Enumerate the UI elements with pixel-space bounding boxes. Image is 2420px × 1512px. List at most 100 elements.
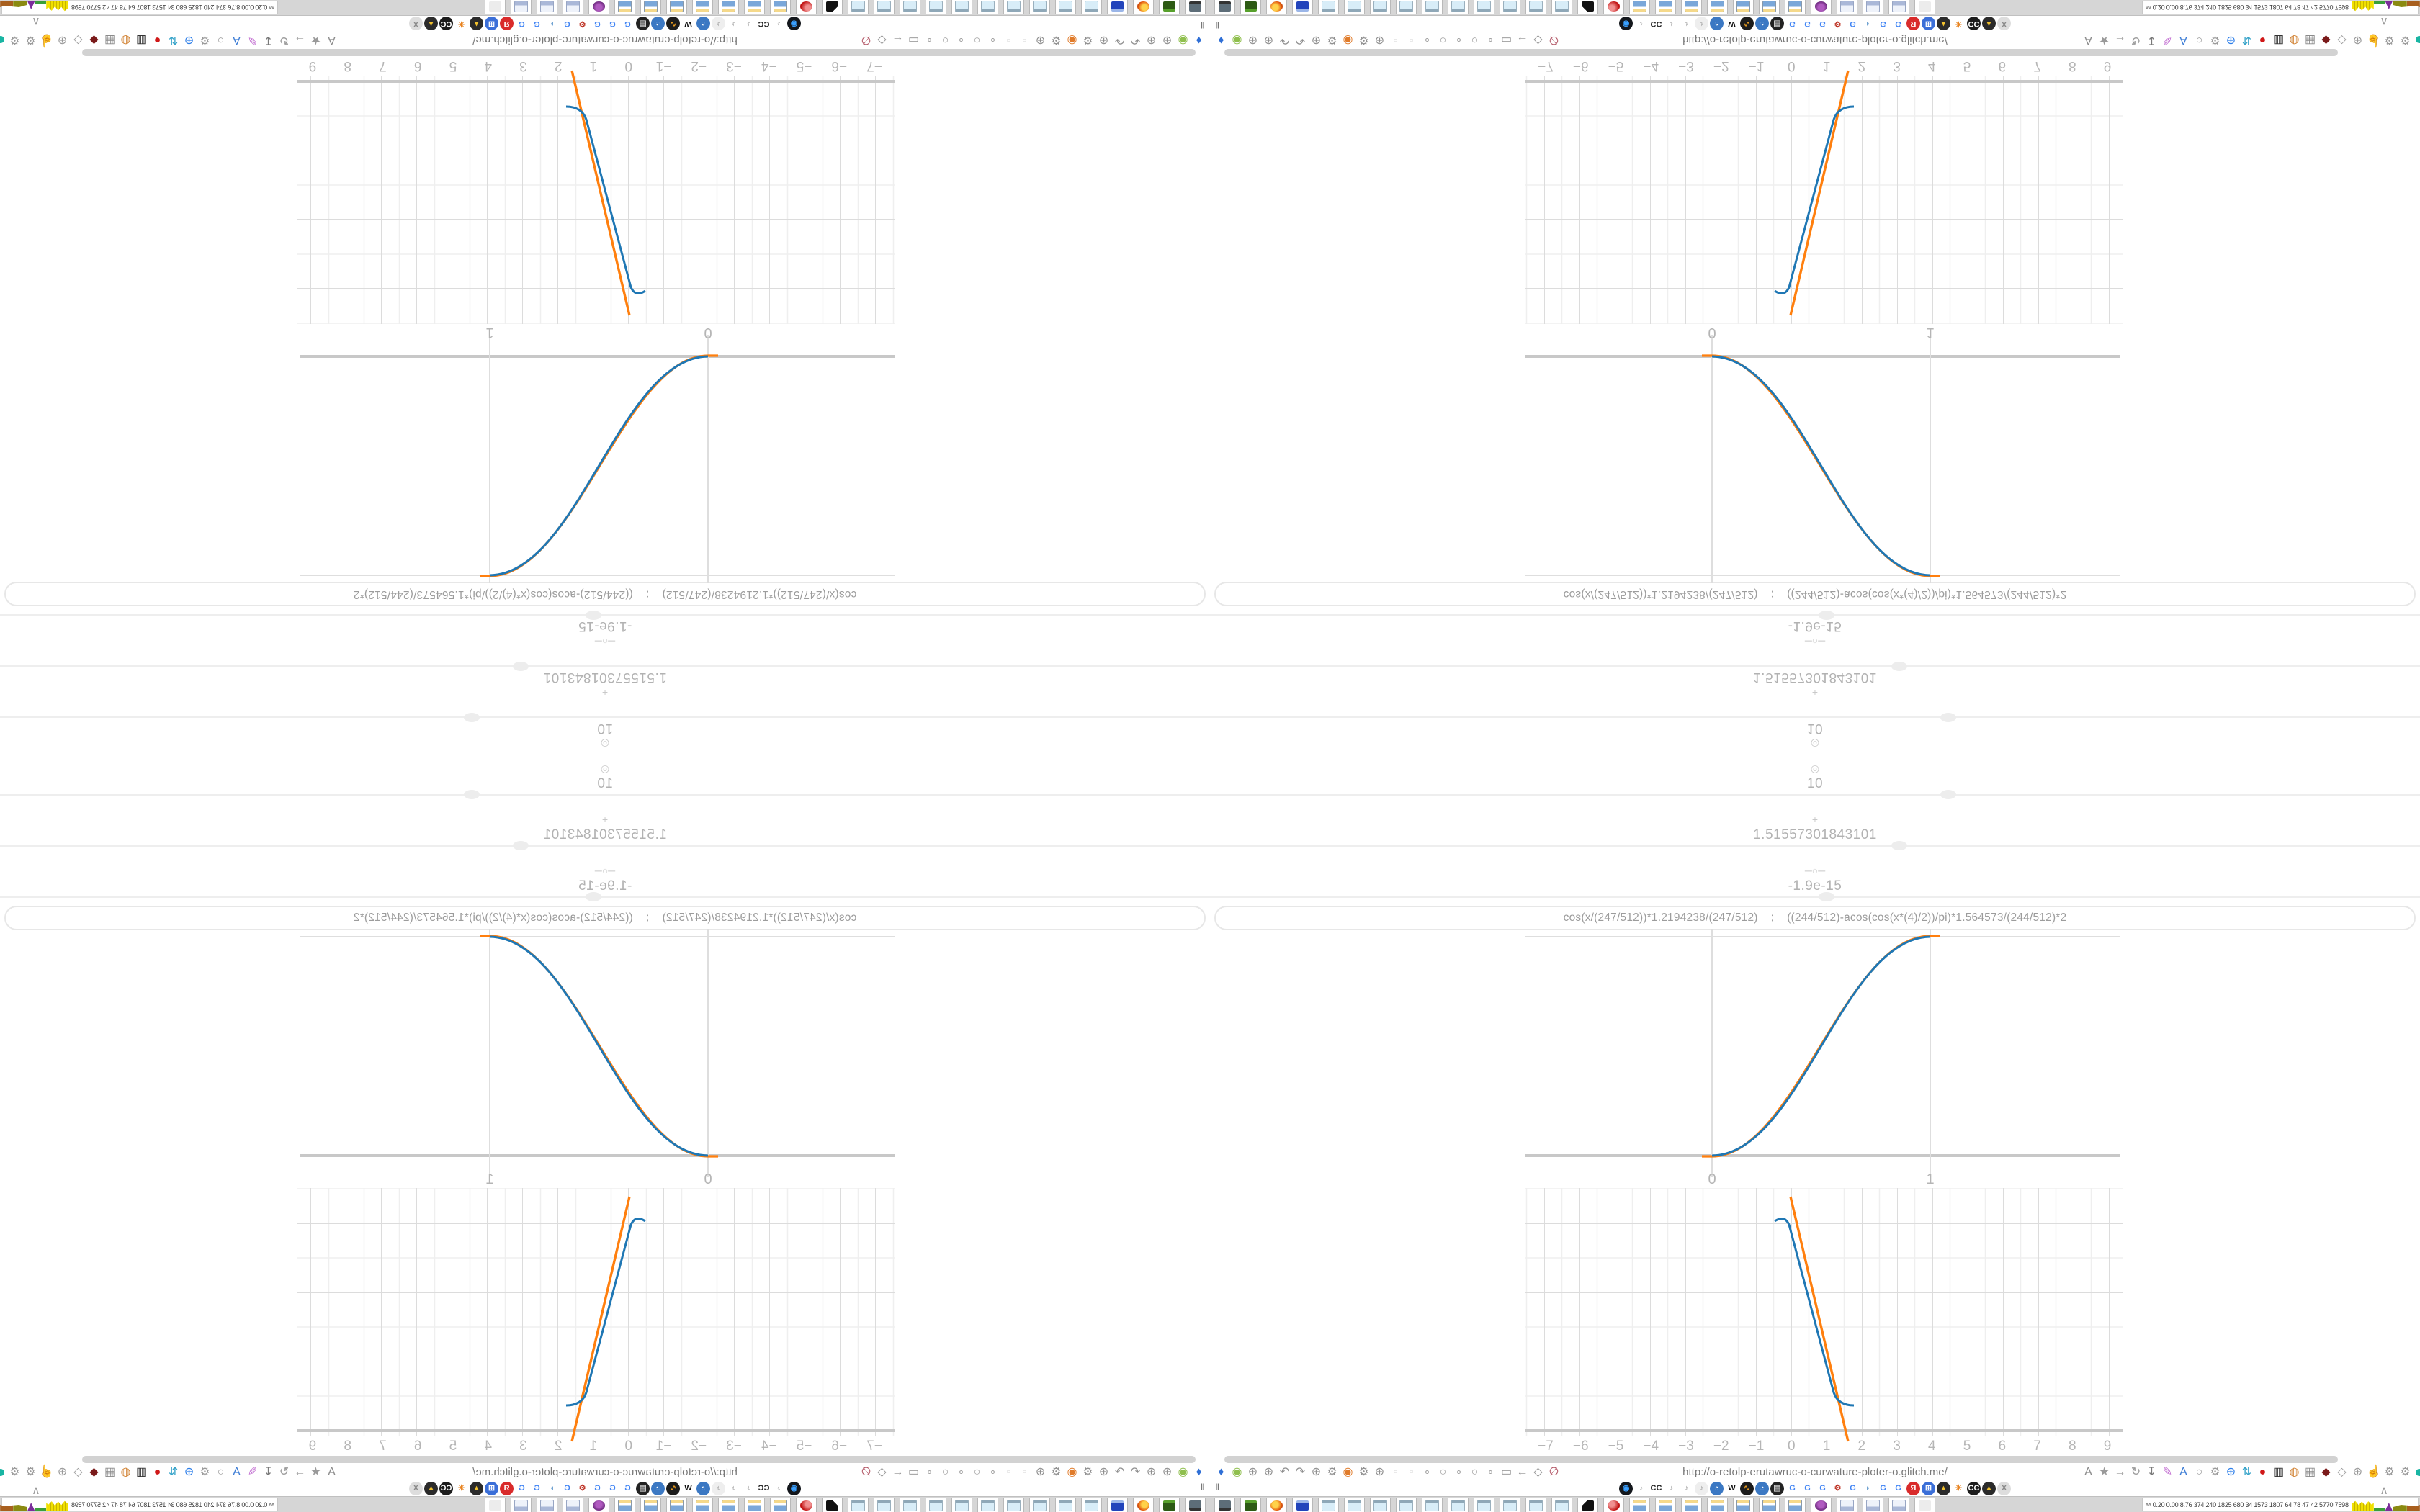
- arrow-right-icon[interactable]: →: [2114, 34, 2126, 46]
- settings-icon[interactable]: ⚙: [9, 1466, 20, 1478]
- taskbar-button[interactable]: [1551, 0, 1572, 14]
- google-icon[interactable]: G: [560, 1482, 574, 1495]
- cc-dark-icon[interactable]: CC: [439, 1482, 453, 1495]
- taskbar-button[interactable]: [1055, 0, 1076, 14]
- mute-circle-icon[interactable]: ♪: [712, 17, 725, 30]
- green-ring-icon[interactable]: ◉: [1232, 1466, 1242, 1478]
- settings-icon[interactable]: ⚙: [2400, 1466, 2411, 1478]
- google-icon[interactable]: G: [1891, 1482, 1905, 1495]
- add-circle-icon[interactable]: ⊕: [184, 1466, 194, 1478]
- yandex-icon[interactable]: Я: [1906, 1482, 1920, 1495]
- taskbar-button[interactable]: [1240, 1498, 1261, 1512]
- taskbar-button[interactable]: [666, 0, 687, 14]
- taskbar-button[interactable]: [900, 0, 920, 14]
- cc-icon[interactable]: CC: [757, 17, 771, 30]
- shield-icon[interactable]: ◇: [877, 34, 887, 46]
- cc-dark-icon[interactable]: CC: [439, 17, 453, 30]
- taskbar-button[interactable]: [1133, 0, 1154, 14]
- google-icon[interactable]: G: [591, 17, 604, 30]
- google-icon[interactable]: G: [606, 17, 619, 30]
- slider-value[interactable]: 10: [1806, 776, 1824, 791]
- curvature-plot[interactable]: [1520, 69, 2132, 325]
- slider-value[interactable]: 1.51557301843101: [1753, 827, 1877, 842]
- ghost-button-icon[interactable]: ▫: [1022, 1466, 1027, 1478]
- red-gear-icon[interactable]: ⚙: [575, 1482, 589, 1495]
- barrel-icon[interactable]: ▤: [1770, 1482, 1784, 1495]
- taskbar-button[interactable]: [1655, 1498, 1676, 1512]
- sync-shield-icon[interactable]: ⇅: [168, 34, 179, 46]
- cc-icon[interactable]: CC: [1649, 17, 1663, 30]
- back-icon[interactable]: ↶: [1130, 34, 1141, 46]
- settings-icon[interactable]: ⚙: [2400, 34, 2411, 46]
- grid-globe-icon[interactable]: ⊞: [485, 1482, 498, 1495]
- star-icon[interactable]: ★: [2099, 1466, 2110, 1478]
- shield-icon[interactable]: ◇: [73, 1466, 83, 1478]
- mute-icon[interactable]: ♪: [1684, 19, 1689, 28]
- download-icon[interactable]: ↧: [263, 34, 274, 46]
- mouse-icon[interactable]: ○: [2195, 1466, 2203, 1478]
- google-icon[interactable]: G: [1846, 1482, 1860, 1495]
- taskbar-button[interactable]: [1292, 0, 1313, 14]
- pin-icon[interactable]: ♦: [1218, 34, 1224, 46]
- mute-icon[interactable]: ♪: [731, 19, 736, 28]
- taskbar-button[interactable]: [874, 1498, 895, 1512]
- mouse-icon[interactable]: ○: [2195, 34, 2203, 46]
- shield-icon[interactable]: ◇: [2337, 1466, 2347, 1478]
- google-icon[interactable]: G: [515, 17, 529, 30]
- photo-icon[interactable]: ▲: [1982, 1482, 1996, 1495]
- world-icon[interactable]: ◍: [120, 34, 131, 46]
- grid-globe-icon[interactable]: ⊞: [1922, 17, 1935, 30]
- photo-icon[interactable]: ▲: [424, 1482, 438, 1495]
- trash-barrel-icon[interactable]: ▥: [2272, 34, 2285, 46]
- circle-icon[interactable]: ○: [1471, 1466, 1479, 1478]
- collapse-chevron-icon[interactable]: ∧: [2380, 15, 2388, 27]
- url-text[interactable]: http://o-retolp-erutawruc-o-curwature-pl…: [1682, 1466, 1948, 1478]
- globe-icon[interactable]: ⊕: [1374, 34, 1385, 46]
- taskbar-button[interactable]: [1159, 1498, 1180, 1512]
- tools-icon[interactable]: ⚙: [25, 1466, 36, 1478]
- yandex-icon[interactable]: Я: [500, 1482, 514, 1495]
- slider-row[interactable]: + 1.51557301843101: [1210, 796, 2420, 850]
- person-globe-icon[interactable]: ◔: [1710, 1482, 1724, 1495]
- globe-icon[interactable]: ⊕: [1146, 34, 1157, 46]
- taskbar-button[interactable]: [822, 1498, 843, 1512]
- wikipedia-icon[interactable]: W: [1725, 1482, 1739, 1495]
- mute-circle-icon[interactable]: ♪: [1695, 1482, 1708, 1495]
- taskbar-button[interactable]: [563, 0, 583, 14]
- forward-icon[interactable]: ↷: [1114, 34, 1125, 46]
- slider-row[interactable]: ─○─ -1.9e-15: [0, 847, 1210, 901]
- translate-blue-icon[interactable]: A: [233, 34, 241, 46]
- ghost-button-icon[interactable]: ▫: [1393, 34, 1398, 46]
- taskbar-button[interactable]: [485, 0, 506, 14]
- taskbar-button[interactable]: [563, 1498, 583, 1512]
- taskbar-button[interactable]: [1240, 0, 1261, 14]
- taskbar-button[interactable]: [1603, 0, 1624, 14]
- taskbar-button[interactable]: [1759, 0, 1780, 14]
- barrel-icon[interactable]: ▤: [636, 17, 650, 30]
- dot-icon[interactable]: ∘: [926, 1466, 933, 1478]
- drag-handle[interactable]: [1819, 892, 1834, 901]
- wikipedia-icon[interactable]: W: [681, 1482, 695, 1495]
- mute-circle-icon[interactable]: ♪: [1695, 17, 1708, 30]
- trash-barrel-icon[interactable]: ▥: [135, 1466, 148, 1478]
- vinyl-icon[interactable]: ◉: [787, 1482, 801, 1495]
- taskbar-button[interactable]: [1707, 1498, 1728, 1512]
- google-icon[interactable]: G: [515, 1482, 529, 1495]
- taskbar-button[interactable]: [614, 0, 635, 14]
- globe-icon[interactable]: ⊕: [2352, 1466, 2363, 1478]
- chevron-up-icon[interactable]: ∧∧: [2145, 4, 2151, 11]
- settings-icon[interactable]: ⚙: [9, 34, 20, 46]
- globe-icon[interactable]: ⊕: [2352, 34, 2363, 46]
- expression-input[interactable]: cos(x/(247/512))*1.2194238/(247/512) ; (…: [4, 906, 1206, 930]
- slider-value[interactable]: 10: [1806, 721, 1824, 736]
- world-icon[interactable]: ◍: [2289, 1466, 2300, 1478]
- taskbar-button[interactable]: [1159, 0, 1180, 14]
- globe-icon[interactable]: ⊕: [57, 34, 68, 46]
- red-gear-icon[interactable]: ⚙: [1831, 1482, 1845, 1495]
- mute-icon[interactable]: ♪: [746, 1484, 751, 1493]
- taskbar-button[interactable]: [1318, 0, 1339, 14]
- swoosh-icon[interactable]: ◗: [1861, 17, 1875, 30]
- window-edge-bar[interactable]: [82, 49, 1196, 56]
- taskbar-button[interactable]: [511, 1498, 532, 1512]
- arrow-right-icon[interactable]: →: [294, 1466, 306, 1478]
